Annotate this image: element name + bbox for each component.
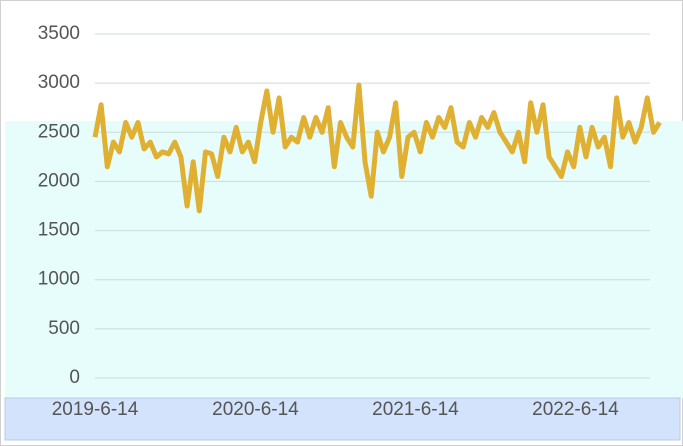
x-tick-label: 2022-6-14 [532,399,619,420]
x-tick-label: 2020-6-14 [212,399,299,420]
x-tick-label: 2021-6-14 [372,399,459,420]
grid: 0 500 1000 1500 2000 2500 3000 3500 2019-6-14 202… [38,23,650,420]
y-tick-label: 3000 [38,72,80,93]
y-tick-label: 2000 [38,170,80,191]
overlay-panel [5,121,683,398]
y-tick-label: 500 [48,318,80,339]
y-tick-label: 1000 [38,269,80,290]
x-tick-label: 2019-6-14 [52,399,139,420]
overlay-band [4,397,681,441]
data-line [92,82,662,214]
plot [92,82,662,214]
y-tick-label: 2500 [38,121,80,142]
y-tick-label: 0 [69,367,80,388]
y-tick-label: 3500 [38,23,80,44]
y-tick-label: 1500 [38,220,80,241]
